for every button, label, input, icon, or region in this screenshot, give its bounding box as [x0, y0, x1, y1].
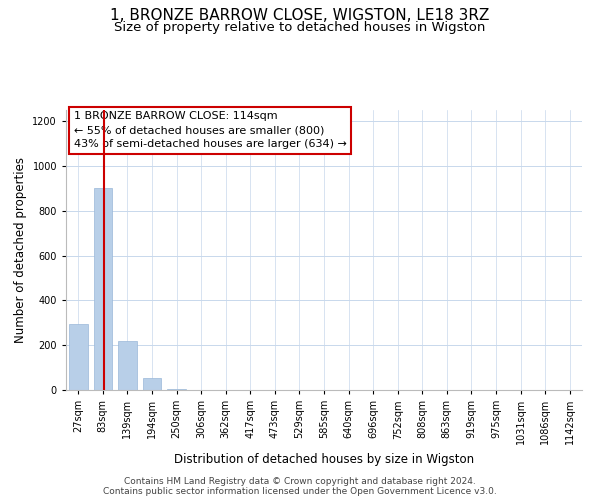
Text: Contains HM Land Registry data © Crown copyright and database right 2024.: Contains HM Land Registry data © Crown c… [124, 478, 476, 486]
X-axis label: Distribution of detached houses by size in Wigston: Distribution of detached houses by size … [174, 452, 474, 466]
Bar [69, 324, 88, 390]
Bar [143, 378, 161, 390]
Bar [167, 389, 186, 390]
Text: Size of property relative to detached houses in Wigston: Size of property relative to detached ho… [115, 21, 485, 34]
Y-axis label: Number of detached properties: Number of detached properties [14, 157, 27, 343]
Text: 1, BRONZE BARROW CLOSE, WIGSTON, LE18 3RZ: 1, BRONZE BARROW CLOSE, WIGSTON, LE18 3R… [110, 8, 490, 22]
Text: 1 BRONZE BARROW CLOSE: 114sqm
← 55% of detached houses are smaller (800)
43% of : 1 BRONZE BARROW CLOSE: 114sqm ← 55% of d… [74, 112, 347, 150]
Text: Contains public sector information licensed under the Open Government Licence v3: Contains public sector information licen… [103, 488, 497, 496]
Bar [118, 340, 137, 390]
Bar [94, 188, 112, 390]
